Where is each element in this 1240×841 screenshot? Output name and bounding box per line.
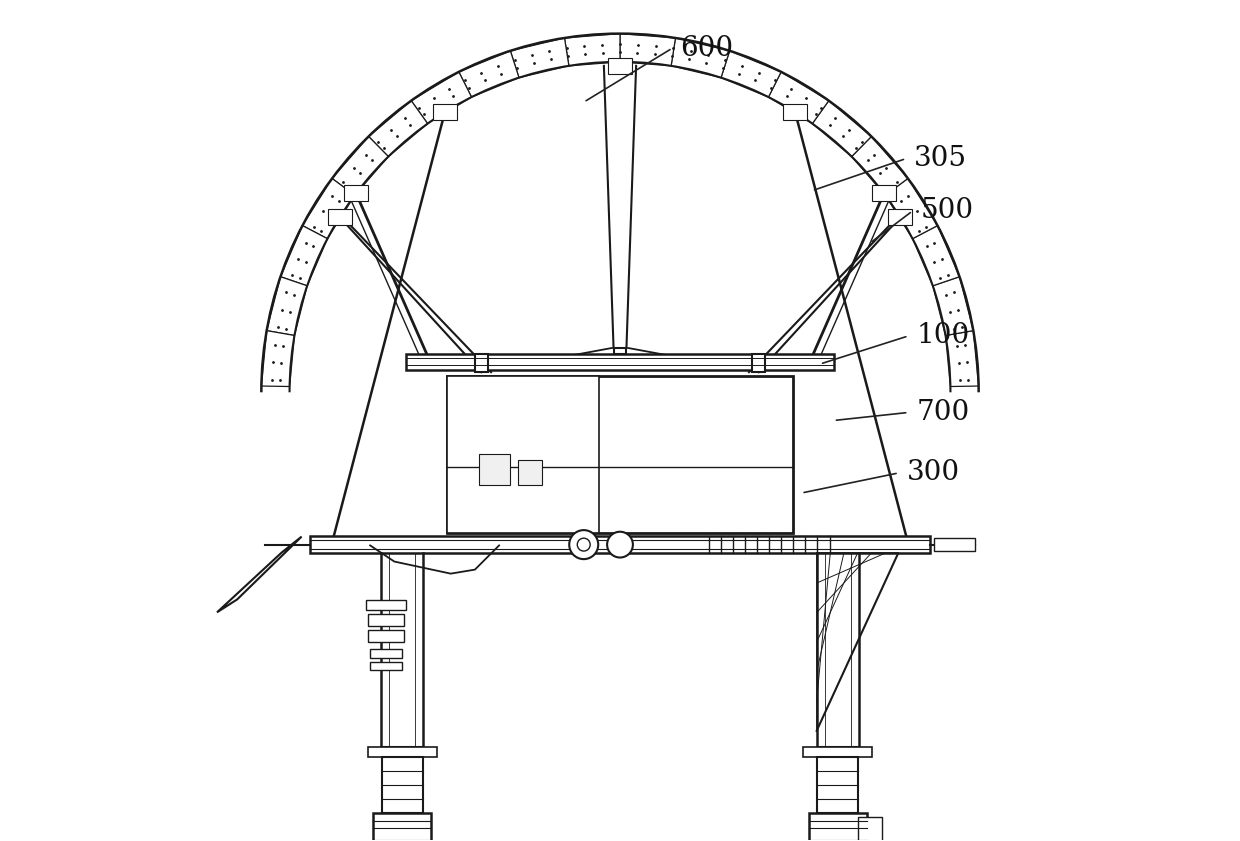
Bar: [407, 353, 833, 370]
Text: 500: 500: [920, 198, 973, 225]
Polygon shape: [852, 136, 908, 195]
Bar: [327, 209, 352, 225]
Bar: [368, 747, 436, 757]
Text: 300: 300: [906, 459, 960, 486]
Circle shape: [569, 530, 598, 559]
Bar: [373, 813, 432, 841]
Bar: [614, 348, 626, 353]
Text: 100: 100: [916, 322, 970, 349]
Polygon shape: [368, 101, 428, 156]
Bar: [343, 185, 368, 202]
Bar: [366, 600, 407, 610]
Bar: [608, 58, 632, 74]
Polygon shape: [946, 331, 978, 387]
Polygon shape: [280, 225, 327, 286]
Bar: [782, 104, 807, 120]
Bar: [872, 185, 897, 202]
Bar: [808, 813, 867, 841]
Polygon shape: [217, 537, 301, 612]
Bar: [934, 538, 975, 551]
Polygon shape: [511, 38, 569, 77]
Bar: [446, 376, 599, 533]
Bar: [517, 461, 542, 485]
Bar: [371, 648, 403, 659]
Bar: [804, 747, 872, 757]
Bar: [888, 209, 913, 225]
Bar: [371, 663, 403, 670]
Bar: [753, 353, 765, 372]
Polygon shape: [262, 331, 294, 387]
Polygon shape: [671, 38, 729, 77]
Polygon shape: [459, 50, 520, 97]
Polygon shape: [332, 136, 388, 195]
Text: 700: 700: [916, 399, 970, 426]
Bar: [382, 757, 423, 813]
Polygon shape: [812, 101, 872, 156]
Bar: [310, 536, 930, 553]
Bar: [479, 454, 510, 485]
Polygon shape: [720, 50, 781, 97]
Polygon shape: [913, 225, 960, 286]
Polygon shape: [885, 178, 937, 239]
Text: 305: 305: [914, 145, 967, 172]
Bar: [446, 376, 794, 533]
Bar: [433, 104, 458, 120]
Polygon shape: [412, 71, 471, 124]
Bar: [368, 614, 404, 626]
Bar: [858, 817, 882, 841]
Polygon shape: [267, 277, 308, 336]
Bar: [475, 353, 487, 372]
Circle shape: [608, 532, 632, 558]
Polygon shape: [620, 34, 676, 66]
Bar: [817, 757, 858, 813]
Polygon shape: [564, 34, 620, 66]
Polygon shape: [769, 71, 828, 124]
Text: 600: 600: [681, 34, 734, 61]
Bar: [368, 630, 404, 643]
Polygon shape: [303, 178, 355, 239]
Polygon shape: [932, 277, 973, 336]
Circle shape: [578, 538, 590, 551]
